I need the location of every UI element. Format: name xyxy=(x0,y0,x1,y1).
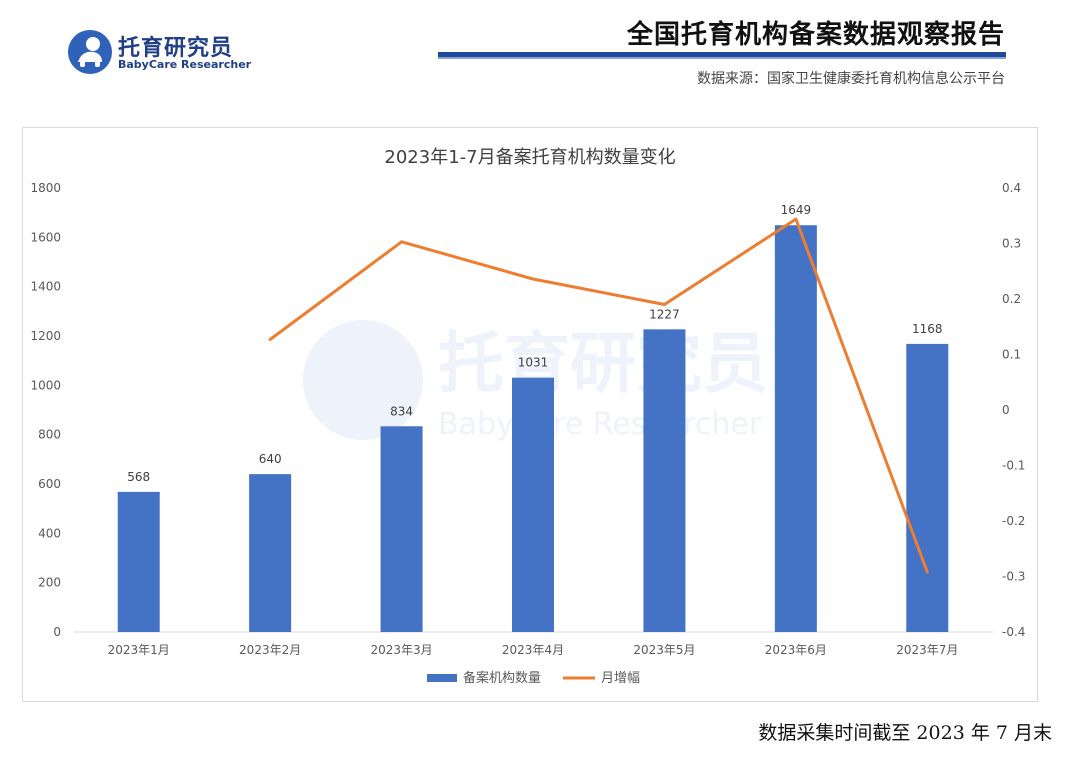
bar xyxy=(380,426,423,632)
x-tick-label: 2023年7月 xyxy=(896,643,958,657)
bar xyxy=(906,343,949,632)
bar-data-label: 1649 xyxy=(781,203,812,217)
bar-data-label: 640 xyxy=(259,452,282,466)
bar xyxy=(512,377,554,632)
right-tick-label: 0.1 xyxy=(1002,348,1021,362)
report-title: 全国托育机构备案数据观察报告 xyxy=(626,20,1005,50)
title-rule-thin xyxy=(438,57,1006,59)
monthly-growth-line xyxy=(268,217,929,574)
footnote: 数据采集时间截至 2023 年 7 月末 xyxy=(758,722,1052,744)
brand-logo: 托育研究员 BabyCare Researcher xyxy=(68,28,268,78)
logo-text-en: BabyCare Researcher xyxy=(118,58,252,71)
chart-panel: 托育研究员 BabyCare Researcher 2023年1-7月备案托育机… xyxy=(22,127,1038,702)
left-tick-label: 1600 xyxy=(30,230,61,244)
right-tick-label: 0.2 xyxy=(1002,292,1021,306)
left-tick-label: 1200 xyxy=(30,329,61,343)
bar-data-label: 1031 xyxy=(518,356,549,370)
legend-bar-swatch xyxy=(427,674,457,682)
logo-text-cn: 托育研究员 xyxy=(118,36,234,61)
x-tick-label: 2023年4月 xyxy=(502,643,564,657)
right-tick-label: -0.4 xyxy=(1002,625,1025,639)
bar-data-label: 834 xyxy=(390,404,413,418)
x-tick-label: 2023年2月 xyxy=(239,643,301,657)
left-tick-label: 0 xyxy=(53,625,61,639)
bar xyxy=(117,491,160,632)
left-tick-label: 200 xyxy=(38,576,61,590)
line-series xyxy=(268,217,929,574)
left-tick-label: 600 xyxy=(38,477,61,491)
legend-bar-label: 备案机构数量 xyxy=(463,670,541,686)
baby-logo-icon xyxy=(68,30,112,74)
watermark: 托育研究员 BabyCare Researcher xyxy=(303,320,768,442)
bar-data-label: 1168 xyxy=(912,322,943,336)
right-axis: 0.4 0.3 0.2 0.1 0 -0.1 -0.2 -0.3 -0.4 xyxy=(1002,181,1025,639)
right-tick-label: 0 xyxy=(1002,403,1010,417)
left-tick-label: 400 xyxy=(38,526,61,540)
right-tick-label: -0.1 xyxy=(1002,459,1025,473)
watermark-en: BabyCare Researcher xyxy=(438,407,762,442)
legend-line-label: 月增幅 xyxy=(601,671,640,686)
right-tick-label: -0.2 xyxy=(1002,514,1025,528)
legend: 备案机构数量 月增幅 xyxy=(427,670,640,686)
right-tick-label: -0.3 xyxy=(1002,570,1025,584)
left-tick-label: 1800 xyxy=(30,181,61,195)
bar-data-label: 568 xyxy=(127,470,150,484)
left-tick-label: 800 xyxy=(38,428,61,442)
chart-title: 2023年1-7月备案托育机构数量变化 xyxy=(384,147,675,168)
bar xyxy=(249,474,292,632)
watermark-cn: 托育研究员 xyxy=(438,325,768,402)
data-source: 数据来源：国家卫生健康委托育机构信息公示平台 xyxy=(697,71,1005,87)
bar xyxy=(643,329,686,632)
x-tick-label: 2023年5月 xyxy=(633,643,695,657)
x-tick-label: 2023年6月 xyxy=(765,643,827,657)
right-tick-label: 0.3 xyxy=(1002,237,1021,251)
title-rule xyxy=(438,52,1006,57)
bar-data-label: 1227 xyxy=(649,307,680,321)
right-tick-label: 0.4 xyxy=(1002,181,1021,195)
x-tick-label: 2023年3月 xyxy=(370,643,432,657)
x-tick-label: 2023年1月 xyxy=(108,643,170,657)
bar-series xyxy=(117,225,949,632)
left-tick-label: 1400 xyxy=(30,280,61,294)
combo-chart: 托育研究员 BabyCare Researcher 2023年1-7月备案托育机… xyxy=(30,147,1025,686)
left-tick-label: 1000 xyxy=(30,378,61,392)
bar-data-labels: 568 640 834 1031 1227 1649 1168 xyxy=(127,203,942,484)
x-tick-labels: 2023年1月 2023年2月 2023年3月 2023年4月 2023年5月 2023年… xyxy=(108,643,959,657)
left-axis: 0 200 400 600 800 1000 1200 1400 1600 1800 xyxy=(30,181,61,639)
bar xyxy=(774,225,817,632)
